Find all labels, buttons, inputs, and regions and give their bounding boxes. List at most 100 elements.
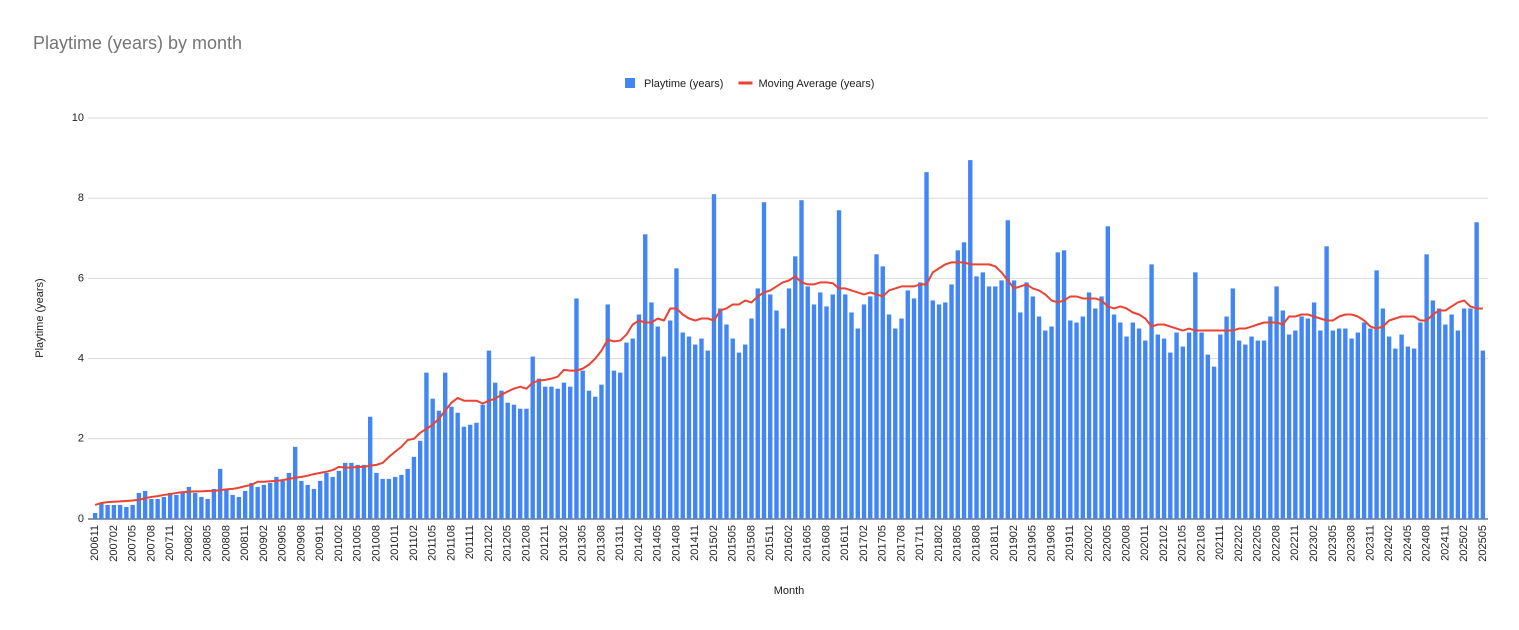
bar [311, 488, 317, 519]
x-tick-label: 202011 [1139, 525, 1151, 561]
bar [686, 336, 692, 519]
x-tick-label: 201705 [877, 525, 889, 562]
x-tick-label: 201805 [952, 525, 964, 562]
x-tick-label: 202208 [1270, 525, 1282, 562]
bar [1093, 308, 1098, 519]
x-tick-label: 200805 [202, 525, 214, 562]
bar [1249, 336, 1254, 519]
bar [1293, 330, 1298, 519]
bar [899, 318, 904, 519]
bar [624, 342, 629, 519]
bar [217, 468, 223, 519]
x-tick-label: 202111 [1214, 525, 1226, 560]
bar [761, 202, 767, 519]
bar [1099, 296, 1104, 519]
bar [199, 496, 204, 519]
bar [655, 326, 660, 519]
bar [1111, 314, 1117, 519]
bar [255, 486, 260, 519]
bar [480, 404, 485, 519]
bar [1449, 314, 1454, 519]
x-tick-label: 200711 [164, 525, 176, 561]
bar [455, 412, 460, 519]
x-tick-label: 201102 [408, 525, 420, 561]
bar [430, 398, 435, 519]
bar [774, 310, 779, 519]
bar [530, 356, 535, 519]
bar [1018, 312, 1023, 519]
x-tick-label: 201008 [370, 525, 382, 562]
x-tick-label: 202205 [1252, 525, 1264, 562]
bar [1468, 308, 1473, 519]
bar [836, 210, 842, 520]
x-tick-label: 202502 [1458, 525, 1470, 562]
bar [549, 386, 554, 519]
bar [1480, 350, 1486, 519]
bar [249, 482, 254, 519]
bar [211, 488, 217, 519]
bar [611, 370, 617, 519]
bar [1474, 222, 1479, 519]
y-tick-label: 10 [72, 112, 84, 124]
x-tick-label: 202505 [1477, 525, 1489, 562]
x-tick-label: 201911 [1064, 525, 1076, 561]
x-tick-label: 201111 [464, 525, 476, 559]
x-tick-label: 200811 [239, 525, 251, 561]
bar [1136, 328, 1142, 519]
x-tick-label: 202105 [1177, 525, 1189, 562]
bar [330, 476, 335, 519]
bar [643, 234, 648, 520]
bar [961, 242, 967, 519]
bar [855, 328, 860, 519]
bar [1180, 346, 1186, 519]
bar [392, 476, 398, 519]
bar [1318, 330, 1323, 519]
bar [1361, 322, 1367, 519]
x-tick-label: 201611 [839, 525, 851, 561]
bar [730, 338, 735, 519]
bar [1299, 316, 1304, 519]
x-tick-label: 201211 [539, 525, 551, 561]
bar [205, 498, 210, 519]
bar [1155, 334, 1161, 519]
chart-title: Playtime (years) by month [33, 33, 242, 53]
bar [1324, 246, 1329, 519]
bar [1386, 336, 1392, 519]
bar [1124, 336, 1129, 519]
bar [786, 288, 792, 519]
bar [736, 352, 742, 519]
bar [417, 440, 423, 519]
x-tick-label: 201605 [802, 525, 814, 562]
x-tick-label: 200808 [220, 525, 232, 562]
x-tick-label: 200705 [127, 525, 139, 562]
bar [568, 386, 573, 519]
bar [342, 462, 348, 519]
bar [618, 372, 623, 519]
x-tick-label: 202411 [1439, 525, 1451, 561]
bar [1461, 308, 1467, 519]
bar [1243, 344, 1248, 519]
bar [92, 512, 98, 519]
bar [843, 294, 848, 519]
y-tick-label: 2 [78, 433, 84, 445]
bar [911, 298, 917, 519]
bar [486, 350, 492, 519]
bar [1105, 226, 1110, 519]
legend-swatch [625, 78, 635, 88]
bar [1411, 348, 1417, 519]
bar [1074, 322, 1079, 519]
bar [886, 314, 892, 519]
bar [1424, 254, 1429, 519]
bar [142, 490, 148, 519]
bar [1186, 332, 1192, 519]
bar [661, 356, 667, 519]
bar [1330, 330, 1336, 519]
x-tick-label: 201502 [708, 525, 720, 562]
bar [411, 456, 417, 519]
x-tick-label: 201811 [989, 525, 1001, 561]
x-tick-label: 201208 [520, 525, 532, 562]
bar [849, 312, 854, 519]
bar [874, 254, 879, 519]
